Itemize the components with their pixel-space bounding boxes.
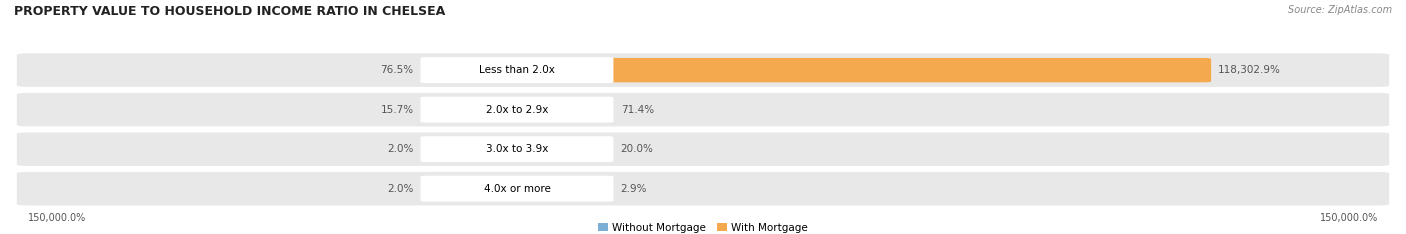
- Text: 118,302.9%: 118,302.9%: [1218, 65, 1281, 75]
- FancyBboxPatch shape: [599, 58, 1211, 82]
- Text: PROPERTY VALUE TO HOUSEHOLD INCOME RATIO IN CHELSEA: PROPERTY VALUE TO HOUSEHOLD INCOME RATIO…: [14, 5, 446, 18]
- FancyBboxPatch shape: [17, 172, 1389, 205]
- Text: 2.0x to 2.9x: 2.0x to 2.9x: [486, 105, 548, 115]
- Text: 20.0%: 20.0%: [620, 144, 654, 154]
- Text: 150,000.0%: 150,000.0%: [1320, 213, 1378, 223]
- Text: 76.5%: 76.5%: [381, 65, 413, 75]
- Text: 71.4%: 71.4%: [620, 105, 654, 115]
- FancyBboxPatch shape: [17, 93, 1389, 126]
- FancyBboxPatch shape: [420, 57, 613, 83]
- Text: 15.7%: 15.7%: [381, 105, 413, 115]
- FancyBboxPatch shape: [420, 176, 613, 202]
- FancyBboxPatch shape: [420, 136, 613, 162]
- Text: 2.0%: 2.0%: [387, 144, 413, 154]
- FancyBboxPatch shape: [17, 53, 1389, 87]
- Text: Source: ZipAtlas.com: Source: ZipAtlas.com: [1288, 5, 1392, 15]
- Text: 150,000.0%: 150,000.0%: [28, 213, 86, 223]
- FancyBboxPatch shape: [420, 97, 613, 123]
- FancyBboxPatch shape: [17, 132, 1389, 166]
- Text: 4.0x or more: 4.0x or more: [484, 184, 550, 194]
- Text: Less than 2.0x: Less than 2.0x: [479, 65, 555, 75]
- Text: 2.9%: 2.9%: [620, 184, 647, 194]
- Text: 3.0x to 3.9x: 3.0x to 3.9x: [486, 144, 548, 154]
- Legend: Without Mortgage, With Mortgage: Without Mortgage, With Mortgage: [598, 223, 808, 233]
- Text: 2.0%: 2.0%: [387, 184, 413, 194]
